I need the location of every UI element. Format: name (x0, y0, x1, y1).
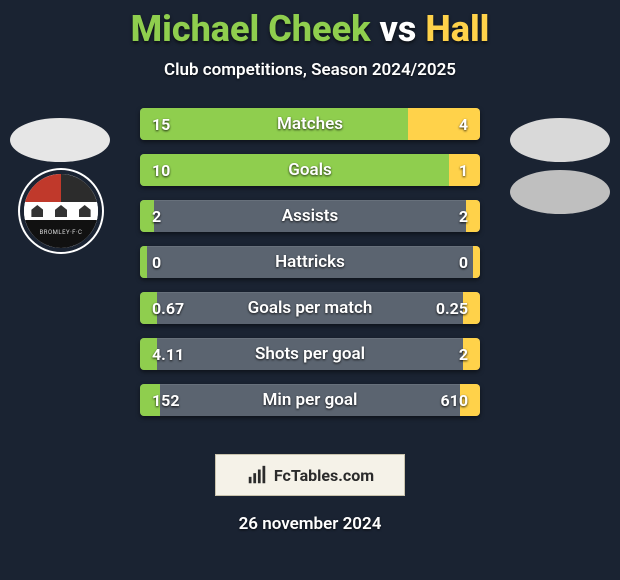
bar-right-fill (466, 200, 480, 232)
bar-label: Goals per match (140, 292, 480, 324)
bar-value-left: 15 (152, 108, 170, 140)
bar-left-fill (140, 108, 408, 140)
player1-name: Michael Cheek (131, 8, 371, 50)
bar-left-fill (140, 246, 147, 278)
player2-badge-placeholder-2 (510, 170, 610, 214)
bar-label: Shots per goal (140, 338, 480, 370)
player1-badge-placeholder (10, 118, 110, 162)
player2-badge-placeholder-1 (510, 118, 610, 162)
comparison-bars: 154Matches101Goals22Assists00Hattricks0.… (140, 108, 480, 430)
bar-row: 152 610Min per goal (140, 384, 480, 416)
bar-chart-icon (246, 464, 268, 486)
bar-row: 4.11 2Shots per goal (140, 338, 480, 370)
bar-value-right: 1 (459, 154, 468, 186)
bar-row: 101Goals (140, 154, 480, 186)
comparison-title: Michael Cheek vs Hall (0, 0, 620, 50)
bar-value-right: 0 (459, 246, 468, 278)
player1-club-crest: BROMLEY·F·C (20, 170, 102, 252)
bar-value-right: 2 (459, 200, 468, 232)
brand-text: FcTables.com (274, 466, 374, 485)
bar-row: 0.67 0.25Goals per match (140, 292, 480, 324)
bar-value-left: 0.67 (152, 292, 184, 324)
bar-value-left: 0 (152, 246, 161, 278)
footer-date: 26 november 2024 (0, 514, 620, 534)
bar-value-right: 2 (459, 338, 468, 370)
bar-row: 154Matches (140, 108, 480, 140)
brand-badge: FcTables.com (215, 454, 405, 496)
player2-name: Hall (425, 8, 489, 50)
comparison-content: BROMLEY·F·C 154Matches101Goals22Assists0… (0, 108, 620, 428)
bar-label: Min per goal (140, 384, 480, 416)
bar-value-left: 152 (152, 384, 180, 416)
vs-text: vs (380, 8, 417, 50)
bar-row: 2 2Assists (140, 200, 480, 232)
bar-value-left: 10 (152, 154, 170, 186)
bar-row: 0 0Hattricks (140, 246, 480, 278)
bar-value-right: 0.25 (436, 292, 468, 324)
bar-value-right: 4 (459, 108, 468, 140)
bar-value-left: 4.11 (152, 338, 184, 370)
bar-right-fill (473, 246, 480, 278)
bar-label: Assists (140, 200, 480, 232)
bar-value-left: 2 (152, 200, 161, 232)
bar-value-right: 610 (440, 384, 468, 416)
bar-left-fill (140, 154, 449, 186)
subtitle: Club competitions, Season 2024/2025 (0, 60, 620, 80)
bar-label: Hattricks (140, 246, 480, 278)
bar-right-fill (408, 108, 480, 140)
